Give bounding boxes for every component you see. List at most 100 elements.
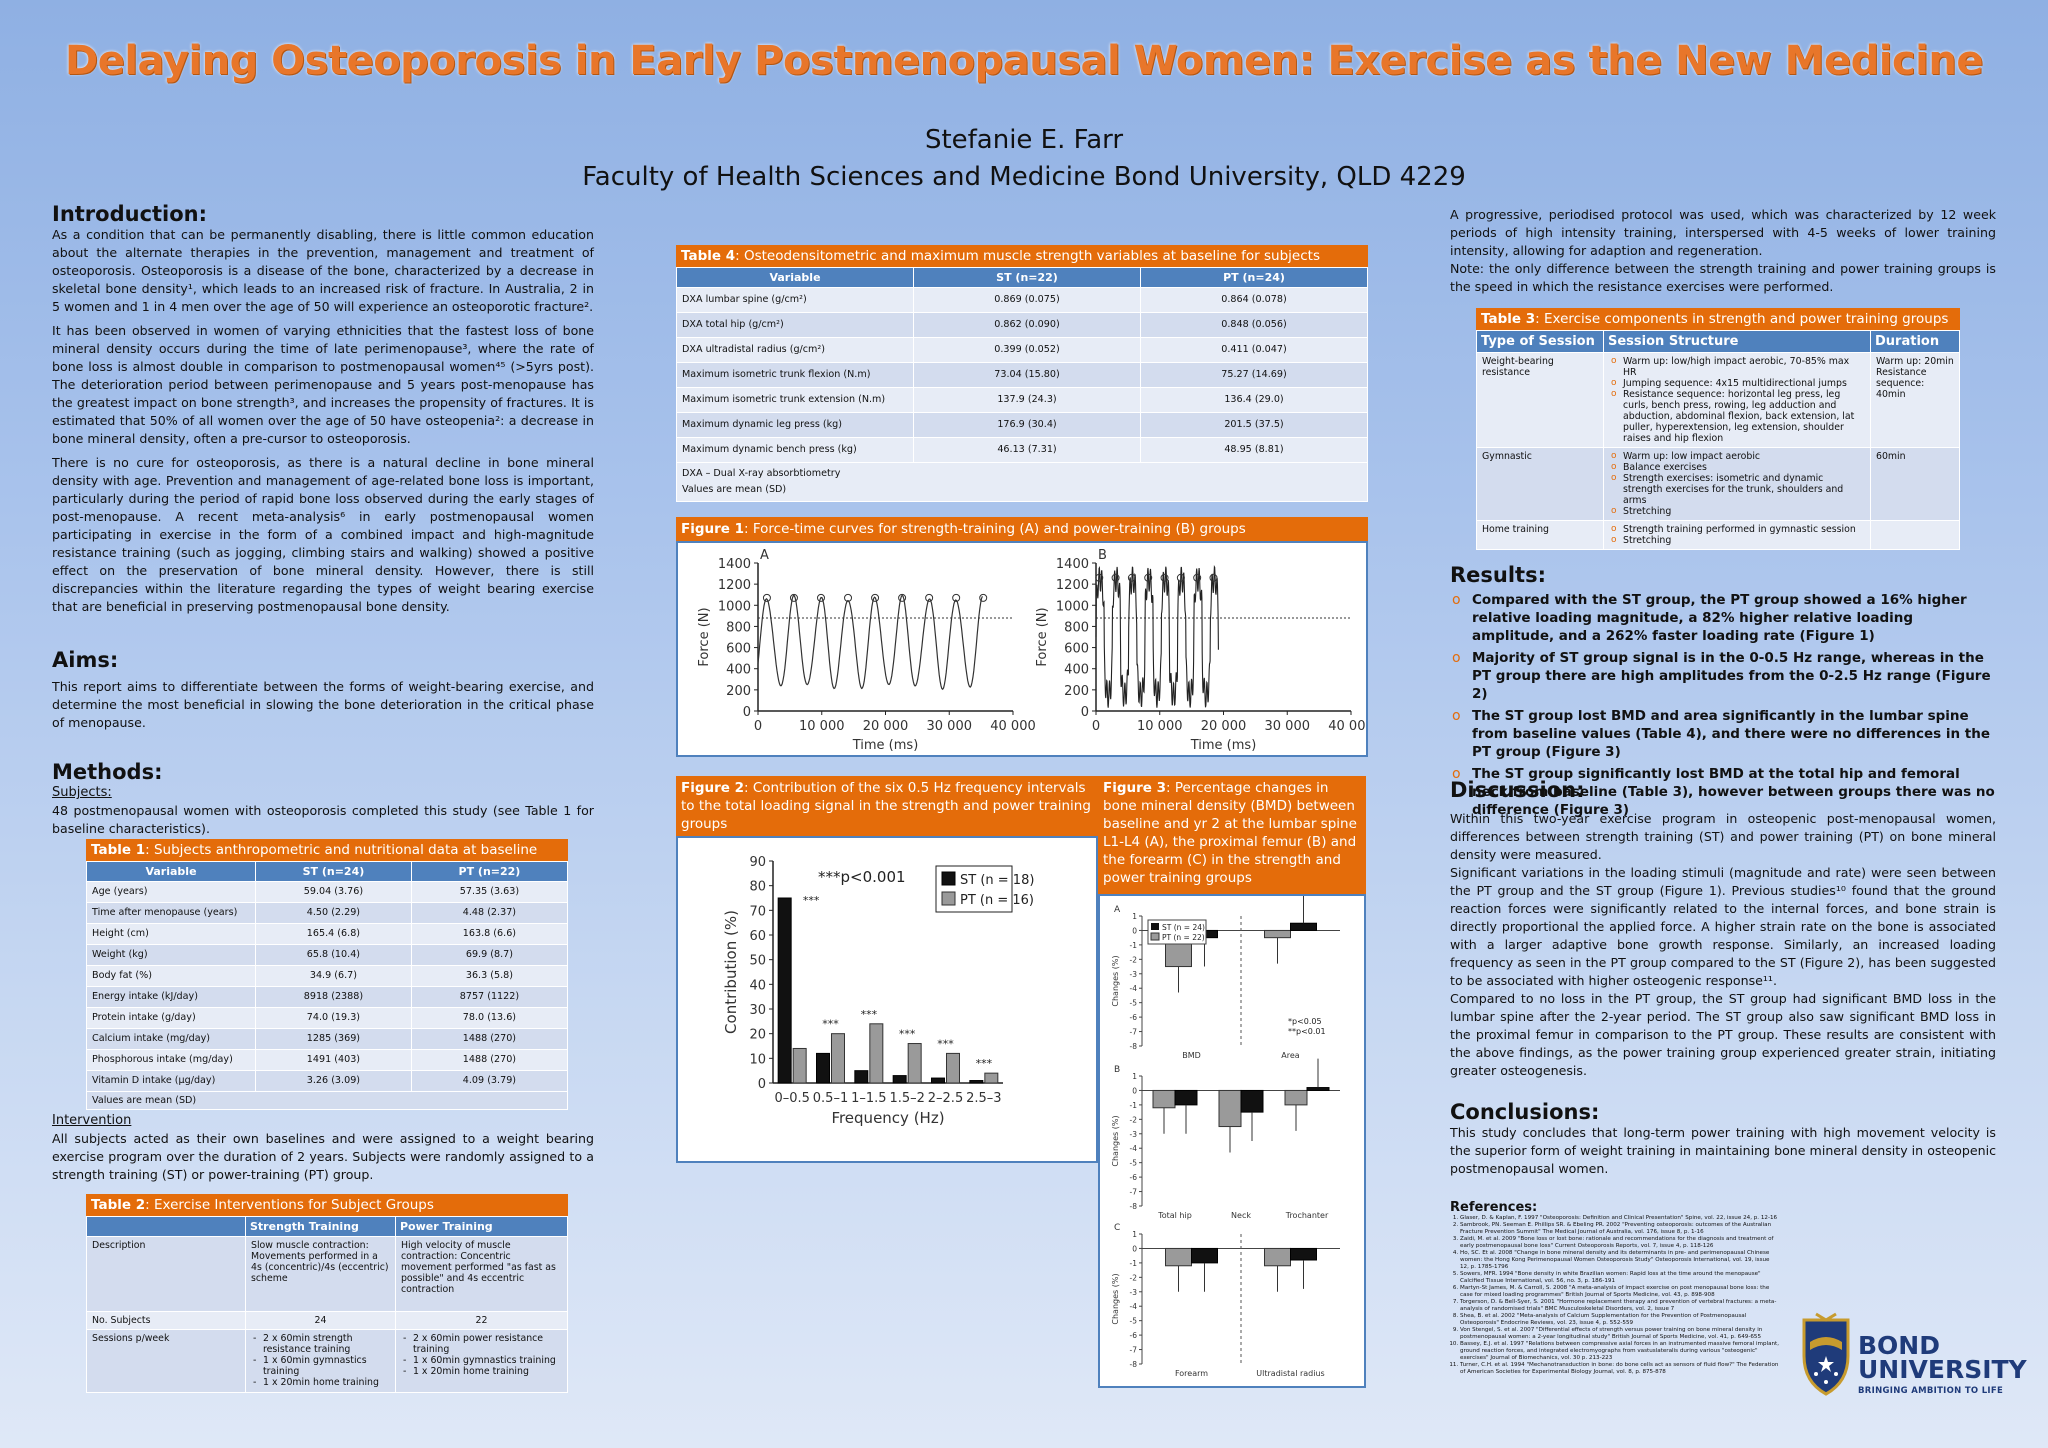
list-item: Stretching <box>1611 506 1865 517</box>
y-tick-label: 1 <box>1132 1230 1137 1239</box>
y-tick-label: -8 <box>1130 1202 1138 1211</box>
methods-section: Methods: Subjects: 48 postmenopausal wom… <box>52 760 594 844</box>
y-tick-label: 600 <box>726 642 751 657</box>
table-2-caption: Table 2: Exercise Interventions for Subj… <box>86 1194 568 1216</box>
peak-marker <box>1127 573 1136 582</box>
legend-label: PT (n = 22) <box>1162 933 1205 942</box>
table-cell: 1488 (270) <box>410 1028 569 1050</box>
bar-st <box>854 1070 869 1084</box>
x-tick-label: 20 000 <box>863 719 909 734</box>
table-cell: Age (years) <box>86 881 256 903</box>
table-cell: 0.848 (0.056) <box>1140 312 1368 338</box>
list-item: Stretching <box>1611 535 1865 546</box>
table-row: DXA ultradistal radius (g/cm²) 0.399 (0.0… <box>676 337 1368 363</box>
table-cell: DXA ultradistal radius (g/cm²) <box>676 337 914 363</box>
y-tick-label: 0 <box>1132 1244 1137 1253</box>
table-2: Table 2: Exercise Interventions for Subj… <box>86 1194 569 1393</box>
y-tick-label: -7 <box>1130 1188 1138 1197</box>
table-cell: 46.13 (7.31) <box>913 437 1141 463</box>
table-cell: 0.869 (0.075) <box>913 287 1141 313</box>
legend: ST (n = 18) PT (n = 16) <box>935 865 1034 913</box>
legend-swatch-pt <box>941 891 956 906</box>
logo-tagline: BRINGING AMBITION TO LIFE <box>1858 1386 2004 1396</box>
significance-annotation: **p<0.01 <box>1288 1027 1326 1036</box>
panel-a: 0 200 400 600 800 1000 1200 1400 0 10 000 20 000 30… <box>697 548 1036 753</box>
intro-paragraph-1: As a condition that can be permanently d… <box>52 227 594 314</box>
legend-label: ST (n = 18) <box>960 873 1034 888</box>
protocol-paragraph-1: A progressive, periodised protocol was u… <box>1450 207 1996 258</box>
panel-b: B 1 0 -1 -2 -3 -4 -5 -6 -7 -8 Changes (%) Total hip N… <box>1111 1058 1340 1220</box>
table-header: Duration <box>1870 330 1960 353</box>
table-cell: 165.4 (6.8) <box>255 923 412 945</box>
table-cell: Time after menopause (years) <box>86 902 256 924</box>
peak-marker <box>1144 573 1153 582</box>
x-tick-label: 2–2.5 <box>928 1091 963 1106</box>
category-label: Forearm <box>1175 1369 1208 1378</box>
table-3-grid: Type of Session Session Structure Durati… <box>1476 330 1960 550</box>
table-cell: Sessions p/week <box>86 1329 246 1393</box>
table-header: PT (n=22) <box>410 861 569 882</box>
table-cell: Protein intake (g/day) <box>86 1007 256 1029</box>
table-cell: Maximum dynamic leg press (kg) <box>676 412 914 438</box>
table-row: Vitamin D intake (µg/day) 3.26 (3.09) 4.09… <box>86 1070 569 1092</box>
y-tick-label: 30 <box>749 1003 766 1018</box>
peak-marker <box>871 593 880 602</box>
y-tick-label: 400 <box>726 663 751 678</box>
reference-item: Shea, B. et al. 2002 "Meta-analysis of C… <box>1460 1313 1780 1327</box>
table-cell: 0.399 (0.052) <box>913 337 1141 363</box>
table-cell: Maximum isometric trunk flexion (N.m) <box>676 362 914 388</box>
table-cell: 8918 (2388) <box>255 986 412 1008</box>
y-tick-label: 60 <box>749 929 766 944</box>
table-1: Table 1: Subjects anthropometric and nut… <box>86 839 569 1110</box>
result-item: The ST group significantly lost BMD at t… <box>1452 765 1996 819</box>
y-tick-label: 70 <box>749 904 766 919</box>
y-tick-label: 0 <box>1132 926 1137 935</box>
table-row: Maximum dynamic bench press (kg) 46.13 (7… <box>676 437 1368 463</box>
x-tick-label: 1.5–2 <box>889 1091 924 1106</box>
force-time-curves: 0 200 400 600 800 1000 1200 1400 0 10 000 20 000 30… <box>697 548 1374 753</box>
table-cell: 2 x 60min strength resistance training 1… <box>245 1329 396 1393</box>
table-cell: 136.4 (29.0) <box>1140 387 1368 413</box>
x-tick-label: 1–1.5 <box>851 1091 886 1106</box>
y-tick-label: 1200 <box>718 578 751 593</box>
y-tick-label: -2 <box>1130 955 1138 964</box>
table-2-grid: Strength Training Power Training Descrip… <box>86 1216 569 1393</box>
list-item: 1 x 20min home training <box>263 1377 390 1388</box>
bar-pt <box>1240 1089 1264 1113</box>
legend-swatch-st <box>941 871 956 886</box>
discussion-heading: Discussion: <box>1450 778 1585 802</box>
x-tick-label: 20 000 <box>1201 719 1247 734</box>
table-cell: 60min <box>1870 447 1960 521</box>
y-tick-label: 0 <box>743 705 751 720</box>
table-cell: 75.27 (14.69) <box>1140 362 1368 388</box>
reference-item: Glaser, D. & Kaplan, F. 1997 "Osteoporos… <box>1460 1215 1780 1222</box>
poster-title: Delaying Osteoporosis in Early Postmenop… <box>65 38 1983 84</box>
y-tick-label: -5 <box>1130 999 1138 1008</box>
y-tick-label: -3 <box>1130 1130 1138 1139</box>
y-tick-label: 1 <box>1132 1072 1137 1081</box>
table-row: Body fat (%) 34.9 (6.7) 36.3 (5.8) <box>86 965 569 987</box>
table-cell: 73.04 (15.80) <box>913 362 1141 388</box>
results-heading: Results: <box>1450 563 1546 587</box>
author-name: Stefanie E. Farr <box>924 125 1124 155</box>
bar-pt <box>946 1052 960 1084</box>
aims-heading: Aims: <box>52 648 119 672</box>
table-cell: 176.9 (30.4) <box>913 412 1141 438</box>
table-cell: Vitamin D intake (µg/day) <box>86 1070 256 1092</box>
y-tick-label: 90 <box>749 855 766 870</box>
y-tick-label: 0 <box>1081 705 1089 720</box>
category-label: BMD <box>1182 1051 1201 1060</box>
y-axis-label: Changes (%) <box>1111 1115 1120 1166</box>
table-cell: 3.26 (3.09) <box>255 1070 412 1092</box>
y-tick-label: -6 <box>1130 1013 1138 1022</box>
table-cell: 2 x 60min power resistance training 1 x … <box>394 1329 569 1393</box>
frequency-bar-chart: 0 10 20 30 40 50 60 70 80 90 Contribution (%) Frequ… <box>722 855 1034 1127</box>
y-tick-label: 400 <box>1064 663 1089 678</box>
significance-label: *** <box>937 1037 954 1050</box>
reference-item: Zaidi, M. et al. 2009 "Bone loss or lost… <box>1460 1236 1780 1250</box>
bar-pt <box>1191 1247 1218 1264</box>
table-cell: Home training <box>1476 520 1604 550</box>
significance-label: *** <box>822 1018 839 1031</box>
table-cell: 24 <box>245 1311 396 1330</box>
conclusions-paragraph: This study concludes that long-term powe… <box>1450 1125 1996 1176</box>
